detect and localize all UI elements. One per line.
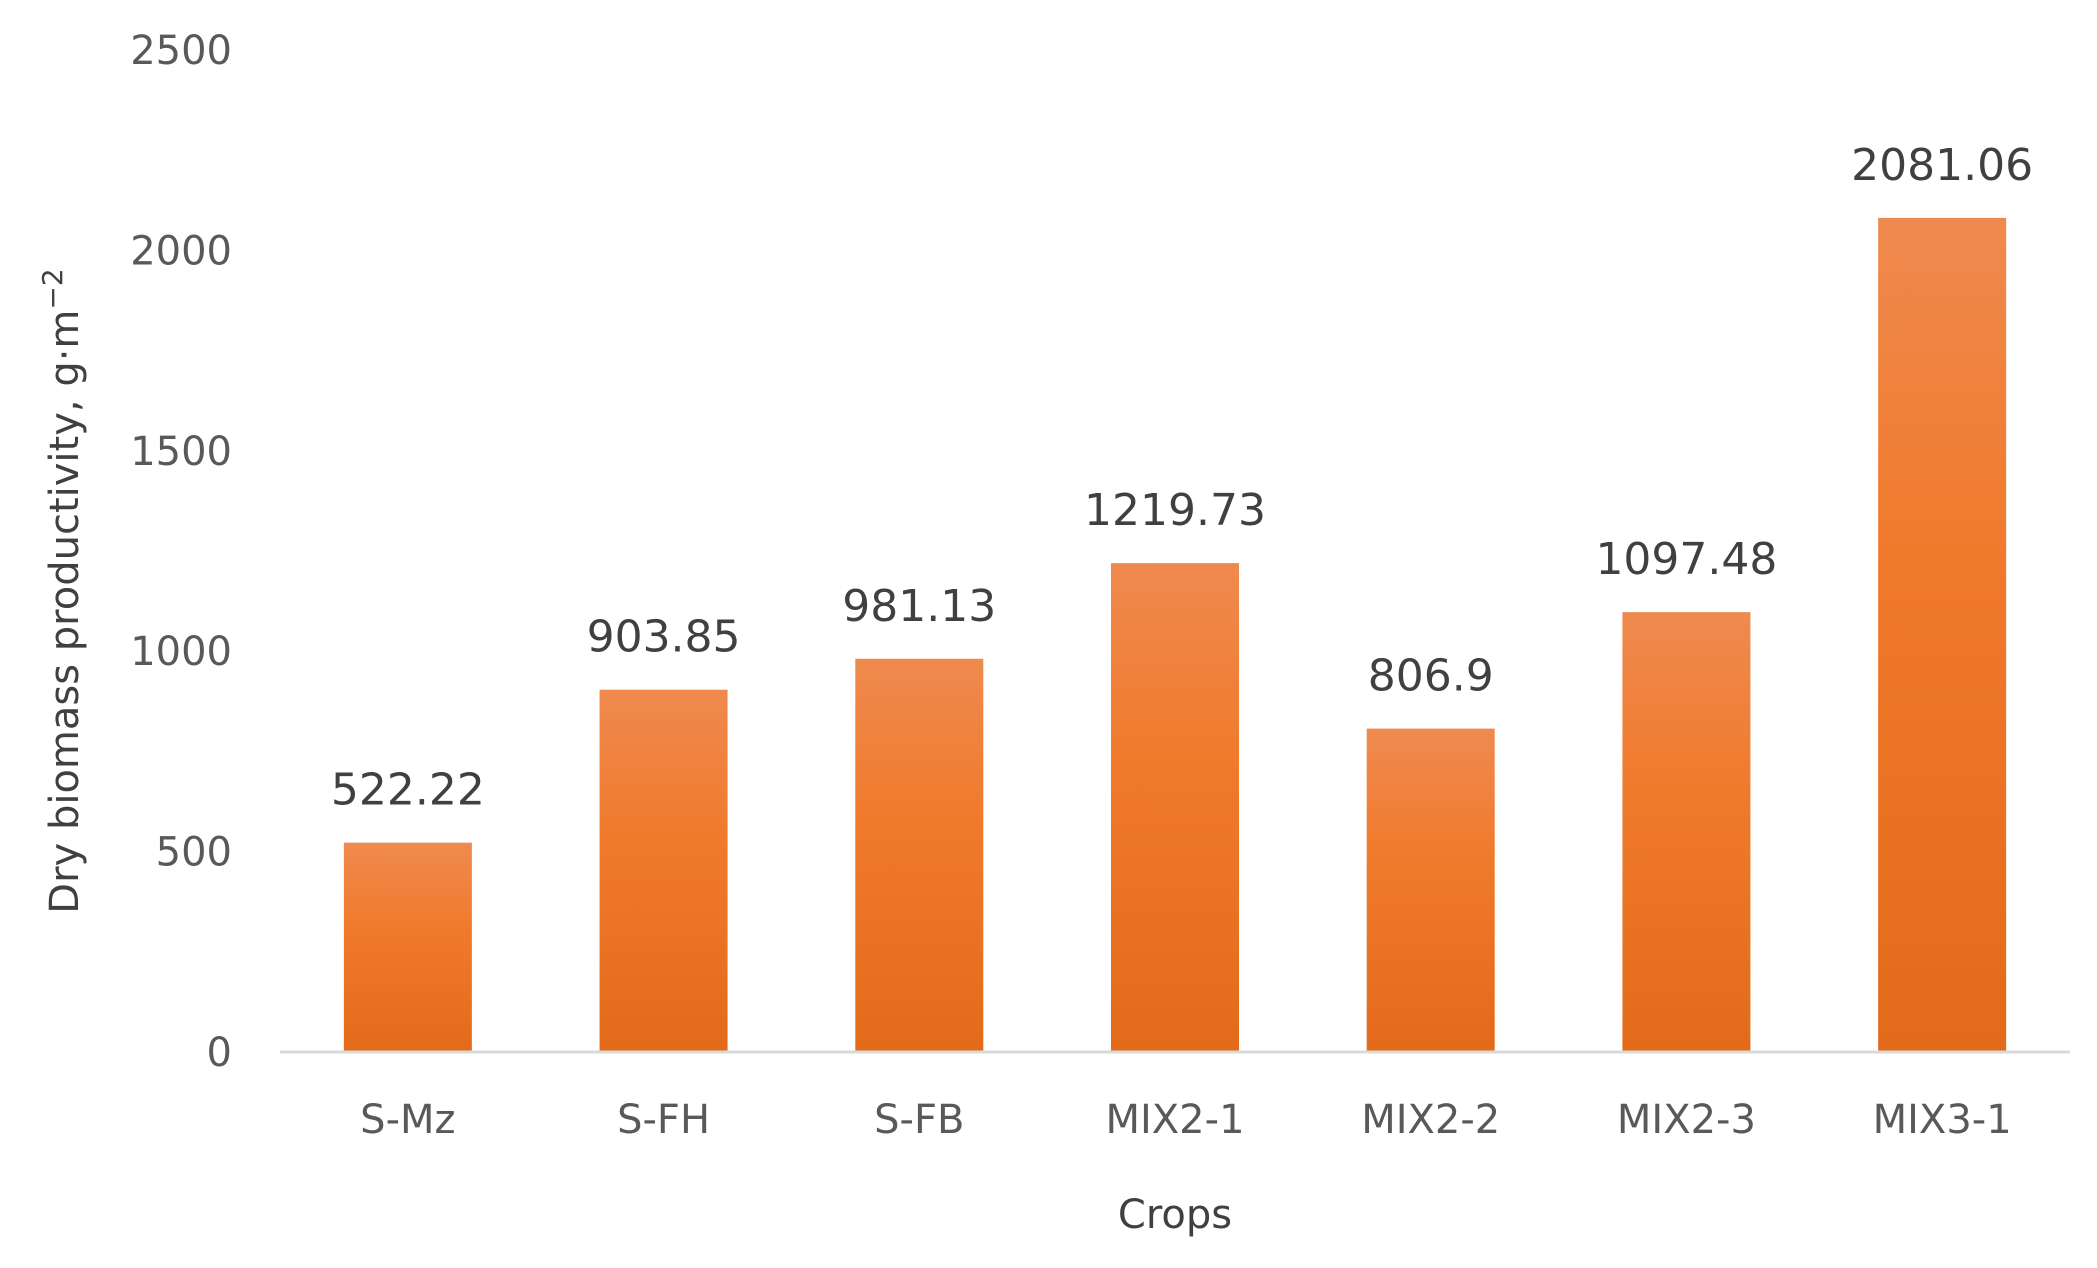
y-axis-title: Dry biomass productivity, g·m−2 (36, 268, 89, 913)
bar (1366, 728, 1495, 1052)
data-labels: 522.22 903.85 981.13 1219.73 806.9 1097.48 208… (331, 140, 2033, 816)
bar (855, 658, 984, 1052)
y-tick-label: 2000 (130, 228, 232, 274)
bar-data-label: 522.22 (331, 765, 485, 816)
x-tick-label: S-FH (617, 1097, 710, 1143)
bar-data-label: 981.13 (842, 581, 996, 632)
bar (343, 842, 472, 1052)
x-axis-title: Crops (1118, 1192, 1232, 1238)
x-tick-label: S-Mz (360, 1097, 455, 1143)
bar (599, 689, 728, 1052)
y-axis-title-text: Dry biomass productivity, g·m (42, 310, 88, 914)
bar (1622, 612, 1751, 1052)
y-axis-tick-labels: 0 500 1000 1500 2000 2500 (130, 28, 232, 1076)
x-tick-label: S-FB (874, 1097, 964, 1143)
y-tick-label: 500 (156, 830, 232, 876)
x-axis-tick-labels: S-Mz S-FH S-FB MIX2-1 MIX2-2 MIX2-3 MIX3-1 (360, 1097, 2011, 1143)
x-tick-label: MIX2-1 (1105, 1097, 1244, 1143)
y-tick-label: 1500 (130, 429, 232, 475)
y-tick-label: 0 (207, 1030, 232, 1076)
y-tick-label: 2500 (130, 28, 232, 74)
bar (1878, 217, 2007, 1053)
x-tick-label: MIX2-2 (1361, 1097, 1500, 1143)
bar (1111, 563, 1239, 1052)
bar-data-label: 1219.73 (1084, 485, 1266, 536)
bar-data-label: 903.85 (587, 612, 741, 663)
x-tick-label: MIX3-1 (1873, 1097, 2012, 1143)
bar-data-label: 1097.48 (1595, 534, 1777, 585)
x-tick-label: MIX2-3 (1617, 1097, 1756, 1143)
bar-series (343, 217, 2007, 1053)
y-axis-title-superscript: −2 (36, 268, 69, 309)
bar-data-label: 2081.06 (1851, 140, 2033, 191)
y-tick-label: 1000 (130, 629, 232, 675)
bar-data-label: 806.9 (1368, 651, 1494, 702)
